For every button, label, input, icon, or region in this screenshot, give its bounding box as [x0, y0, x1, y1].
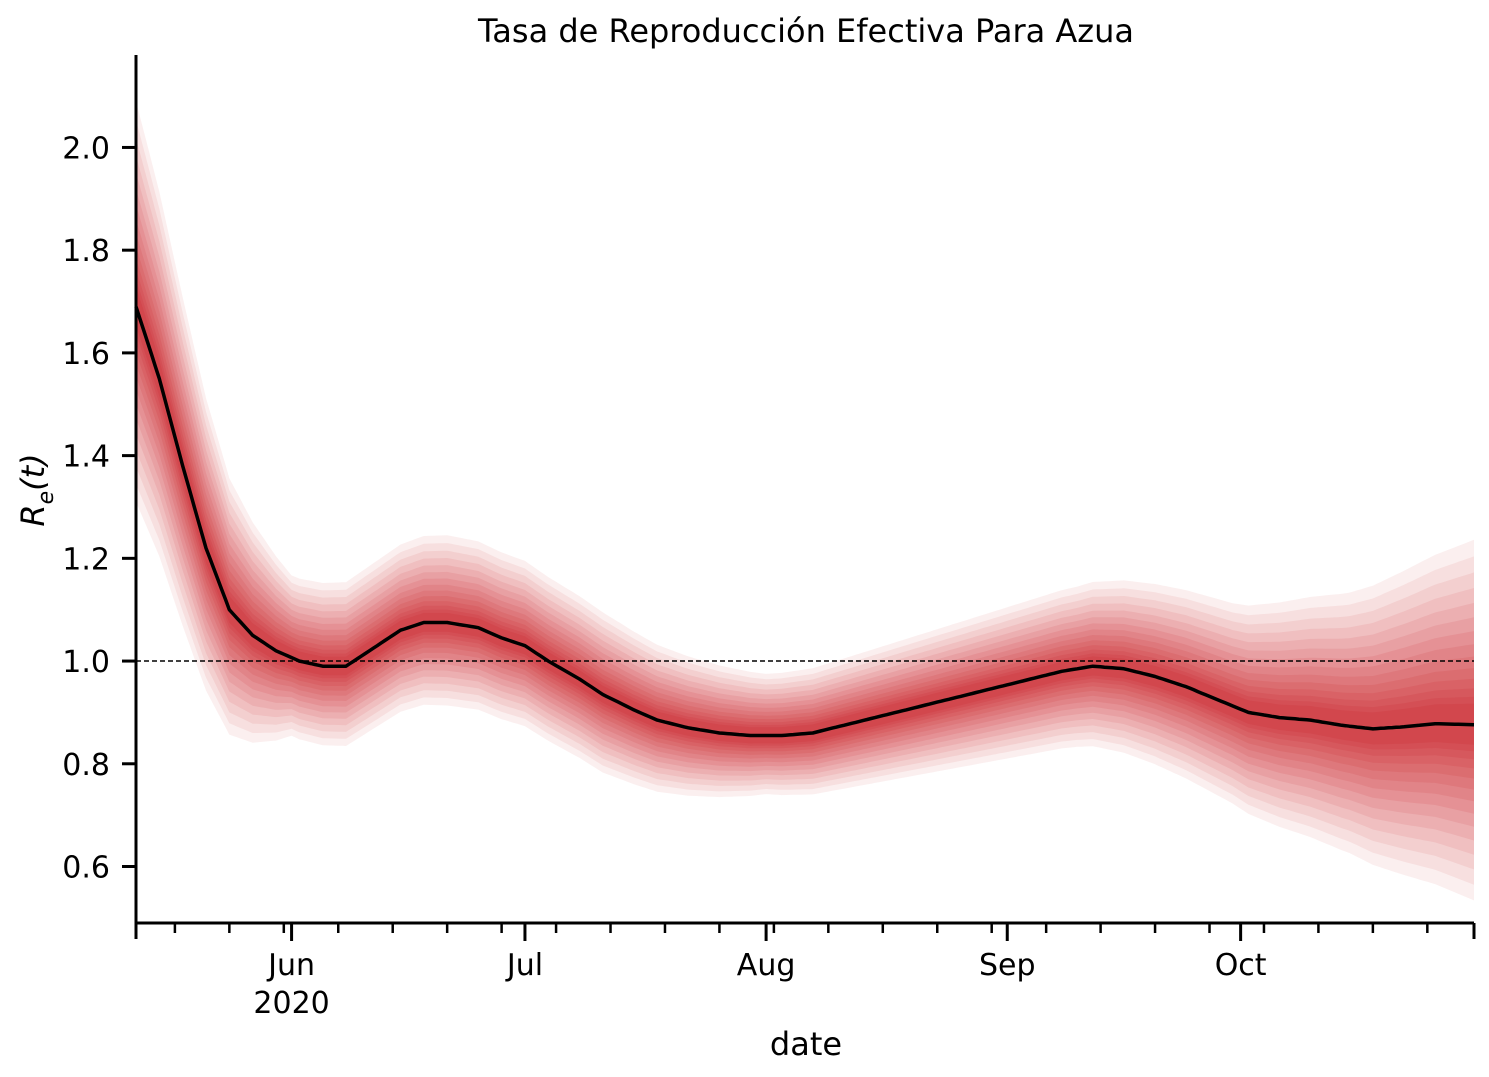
- band-0: [136, 101, 1474, 901]
- x-tick-sublabel: 2020: [253, 986, 329, 1021]
- y-tick-label: 1.2: [62, 542, 110, 577]
- uncertainty-bands: [136, 101, 1474, 901]
- y-tick-label: 0.8: [62, 748, 110, 783]
- band-13: [136, 286, 1474, 745]
- x-axis-label: date: [770, 1025, 842, 1063]
- band-7: [136, 219, 1474, 802]
- x-tick-label: Jul: [505, 948, 543, 983]
- median-line: [134, 306, 1475, 738]
- y-axis-label-main: R: [14, 504, 52, 526]
- band-8: [136, 233, 1474, 790]
- y-tick-label: 1.8: [62, 234, 110, 269]
- band-3: [136, 155, 1474, 855]
- chart-title: Tasa de Reproducción Efectiva Para Azua: [477, 12, 1134, 50]
- band-5: [136, 188, 1474, 827]
- y-tick-label: 2.0: [62, 131, 110, 166]
- y-axis-label: Re(t): [14, 453, 59, 526]
- band-11: [136, 269, 1474, 760]
- band-10: [136, 258, 1474, 769]
- x-tick-label: Aug: [737, 948, 796, 983]
- y-tick-label: 1.0: [62, 645, 110, 680]
- band-1: [136, 120, 1474, 885]
- band-9: [136, 246, 1474, 779]
- y-axis-label-arg: (t): [14, 453, 52, 491]
- band-2: [136, 138, 1474, 870]
- x-tick-label: Oct: [1215, 948, 1267, 983]
- x-tick-label: Jun: [266, 948, 315, 983]
- y-tick-label: 0.6: [62, 851, 110, 886]
- y-tick-label: 1.6: [62, 337, 110, 372]
- y-tick-label: 1.4: [62, 440, 110, 475]
- x-tick-label: Sep: [979, 948, 1036, 983]
- band-12: [136, 278, 1474, 752]
- y-axis-label-sub: e: [34, 491, 59, 505]
